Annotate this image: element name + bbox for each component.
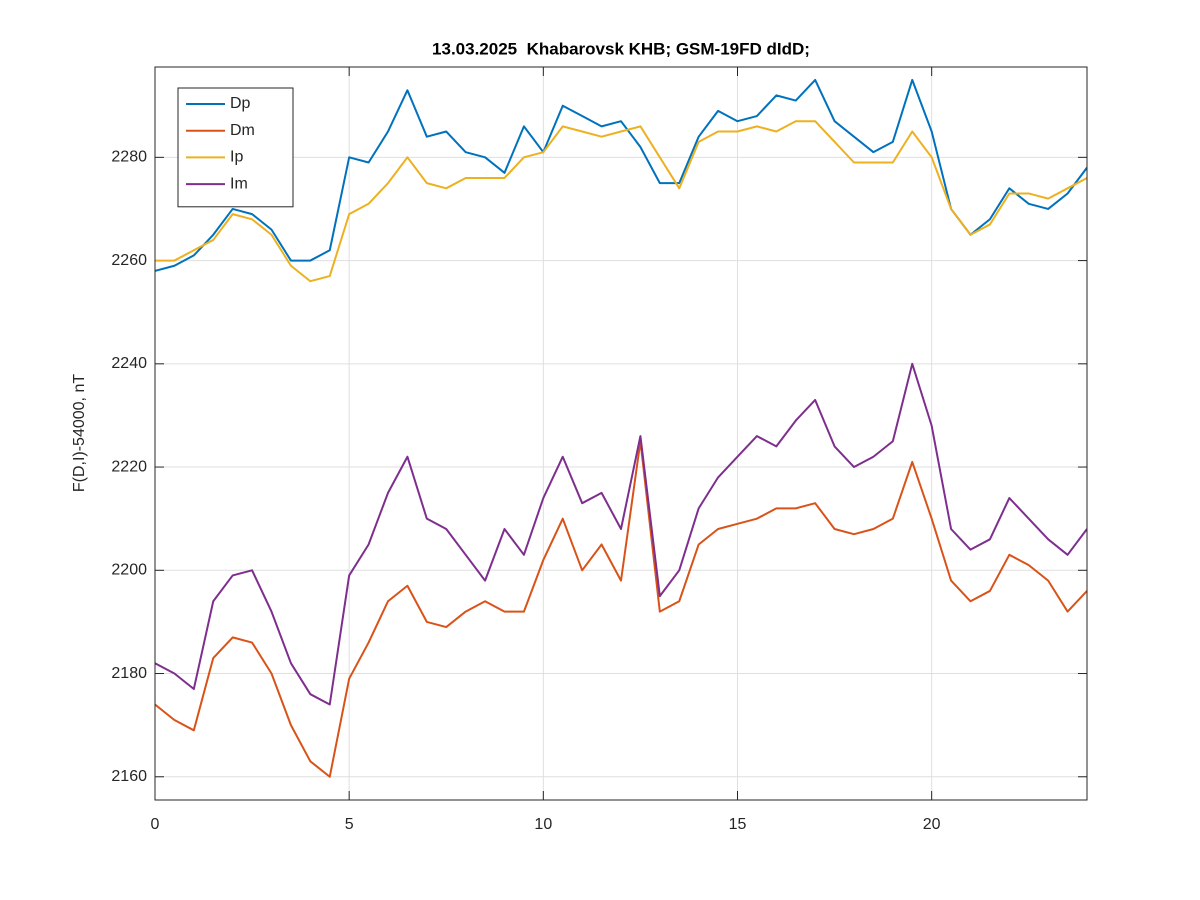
x-tick-label: 15 [729,816,747,833]
y-tick-label: 2260 [111,252,147,269]
legend-label: Ip [230,149,243,166]
legend-label: Im [230,175,248,192]
legend-label: Dp [230,95,251,112]
y-axis-label: F(D,I)-54000, nT [71,374,88,492]
data-line [155,78,1087,272]
legend-box [177,87,294,208]
data-line [155,362,1087,706]
y-tick-label: 2180 [111,665,147,682]
y-tick-label: 2200 [111,562,147,579]
y-tick-label: 2220 [111,458,147,475]
y-tick-label: 2280 [111,149,147,166]
y-tick-label: 2240 [111,355,147,372]
data-line [155,120,1087,283]
legend-label: Dm [230,122,255,139]
x-tick-label: 20 [923,816,941,833]
plot-frame [154,66,1088,801]
chart-title: 13.03.2025 Khabarovsk KHB; GSM-19FD dIdD… [432,39,810,58]
y-tick-label: 2160 [111,768,147,785]
x-tick-label: 5 [345,816,354,833]
data-line [155,440,1087,778]
x-tick-label: 0 [151,816,160,833]
x-tick-label: 10 [534,816,552,833]
